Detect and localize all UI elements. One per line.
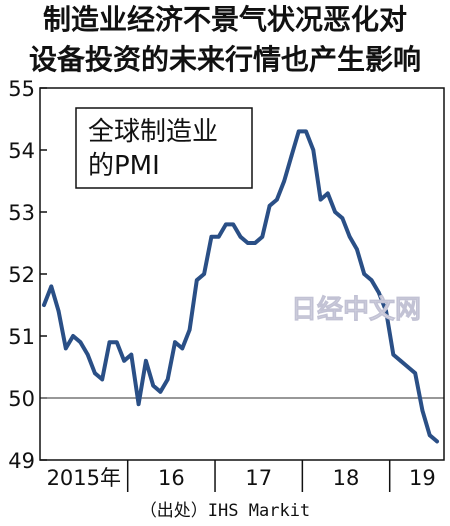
data-point [347, 235, 352, 239]
data-point [136, 402, 141, 407]
data-point [144, 359, 148, 363]
data-point [115, 340, 119, 345]
data-point [202, 272, 206, 276]
y-tick-label: 54 [8, 139, 35, 163]
x-tick-label: 2015年 [47, 466, 121, 490]
y-tick-label: 53 [8, 201, 35, 225]
x-axis: 2015年 16 17 18 19 [47, 460, 436, 492]
series-points [42, 129, 439, 444]
data-point [326, 191, 330, 196]
data-point [216, 235, 221, 239]
data-point [93, 371, 97, 376]
data-point [391, 352, 396, 357]
data-point [384, 309, 388, 314]
watermark-logo: 日经中文网 [291, 294, 421, 325]
chart-title-line2: 设备投资的未来行情也产生影响 [28, 43, 421, 76]
data-point [282, 179, 287, 183]
data-point [340, 216, 345, 220]
data-point [151, 383, 155, 388]
data-point [333, 210, 337, 214]
y-tick-label: 50 [8, 387, 35, 411]
data-point [318, 197, 323, 202]
y-axis-ticks: 49 50 51 52 53 54 55 [8, 77, 47, 473]
data-point [260, 235, 265, 239]
data-point [435, 439, 439, 444]
data-point [275, 197, 279, 202]
data-point [406, 365, 410, 369]
data-point [311, 148, 316, 152]
inset-label-line2: 的PMI [88, 151, 160, 181]
data-point [64, 346, 68, 351]
data-point [362, 272, 367, 276]
data-point [173, 340, 177, 345]
inset-label-line1: 全球制造业 [88, 117, 218, 147]
data-point [224, 222, 228, 227]
data-point [49, 284, 54, 289]
data-point [42, 303, 46, 307]
data-point [267, 204, 272, 208]
data-point [129, 352, 134, 357]
x-tick-label: 19 [409, 466, 436, 490]
data-point [122, 359, 126, 363]
data-point [369, 278, 374, 283]
y-tick-label: 49 [8, 449, 35, 473]
data-point [238, 235, 243, 239]
data-point [158, 390, 163, 394]
data-point [398, 359, 403, 363]
inset-label-box [75, 107, 253, 189]
data-point [420, 408, 425, 413]
x-tick-label: 16 [158, 466, 185, 490]
data-point [165, 377, 170, 382]
source-note: （出处）IHS Markit [139, 501, 311, 521]
data-point [85, 352, 90, 357]
y-tick-label: 55 [8, 77, 35, 101]
data-point [377, 290, 381, 295]
x-tick-label: 17 [245, 466, 272, 490]
data-point [296, 129, 301, 134]
data-point [355, 247, 359, 251]
data-point [231, 222, 235, 227]
y-tick-label: 51 [8, 325, 35, 349]
y-tick-label: 52 [8, 263, 35, 287]
chart-title-line1: 制造业经济不景气状况恶化对 [42, 3, 407, 36]
data-point [413, 371, 418, 376]
data-point [304, 129, 308, 134]
data-point [246, 241, 250, 245]
data-point [289, 154, 294, 158]
data-point [71, 334, 75, 338]
plot-area-frame [39, 87, 445, 461]
data-point [56, 309, 61, 314]
data-point [427, 433, 432, 438]
data-point [100, 377, 104, 382]
data-point [78, 340, 83, 345]
data-point [107, 340, 112, 345]
data-point [195, 278, 199, 283]
data-point [209, 235, 214, 239]
data-point [180, 346, 185, 351]
data-point [253, 241, 257, 245]
data-point [187, 328, 192, 332]
x-tick-label: 18 [333, 466, 360, 490]
